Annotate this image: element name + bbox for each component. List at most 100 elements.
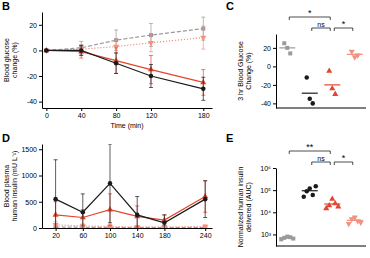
error-bar-cap — [114, 40, 118, 41]
y-tick-label: -20 — [261, 82, 271, 89]
y-tick-mark — [273, 103, 276, 104]
error-bar-cap — [79, 58, 83, 59]
significance-label: ** — [306, 142, 314, 152]
significance-label: * — [342, 153, 346, 163]
error-bar — [54, 160, 58, 228]
error-bar-cap — [203, 180, 207, 181]
series-line — [56, 183, 206, 222]
y-tick: 1000 — [21, 172, 42, 179]
error-bar-cap — [114, 47, 118, 48]
plot-area — [279, 184, 364, 241]
mean-line — [279, 237, 295, 238]
error-bar-cap — [114, 73, 118, 74]
mean-line — [347, 54, 363, 55]
y-tick-label: -40 — [27, 98, 37, 105]
series-line — [46, 38, 203, 51]
marker — [162, 220, 167, 225]
mean-line — [302, 93, 318, 94]
marker — [307, 96, 312, 101]
marker — [81, 210, 86, 215]
x-tick-label: 0 — [45, 112, 49, 119]
error-bar-cap — [114, 52, 118, 53]
y-axis: -40-20020 — [261, 35, 277, 109]
marker — [358, 221, 364, 226]
y-tick-label: -20 — [27, 73, 37, 80]
y-tick: -20 — [261, 82, 276, 89]
y-tick-mark — [273, 168, 276, 169]
panel-letter: C — [226, 0, 234, 12]
x-tick: 20 — [52, 228, 60, 239]
y-axis-line — [42, 13, 43, 109]
error-bar-cap — [162, 214, 166, 215]
error-bar-cap — [81, 193, 85, 194]
error-bar-cap — [201, 77, 205, 78]
marker — [200, 36, 206, 41]
series — [44, 45, 205, 100]
y-tick: 20 — [263, 45, 276, 52]
marker — [203, 197, 208, 202]
x-tick-label: 40 — [78, 112, 86, 119]
x-axis: 2060100140180240 — [43, 228, 213, 239]
y-axis: 10³10⁴10⁵10⁶ — [260, 165, 276, 247]
panel: 04080120180-40-20020Blood glucosechange … — [2, 0, 213, 130]
series-line — [56, 197, 206, 221]
y-tick-label: 1500 — [21, 146, 37, 153]
error-bar-cap — [114, 73, 118, 74]
y-axis: 050010001500 — [21, 145, 42, 232]
error-bar-cap — [79, 45, 83, 46]
y-tick: 500 — [25, 198, 42, 205]
y-tick-mark — [39, 228, 42, 229]
mean-line — [302, 190, 318, 191]
marker — [114, 61, 119, 66]
x-tick-mark — [151, 108, 152, 111]
marker — [201, 87, 206, 92]
marker — [53, 197, 58, 202]
significance-label: ns — [317, 155, 325, 162]
y-tick-label: 10⁶ — [260, 165, 271, 172]
x-tick: 180 — [159, 228, 171, 239]
y-tick-label: 500 — [25, 198, 37, 205]
error-bar — [79, 45, 83, 55]
y-axis-title: Blood plasma — [3, 165, 11, 208]
y-axis-title: Blood glucose — [3, 38, 11, 82]
y-tick: 20 — [29, 22, 42, 29]
error-bar-cap — [114, 52, 118, 53]
x-axis-line — [43, 108, 213, 109]
error-bar — [201, 77, 205, 100]
x-axis: 04080120180 — [43, 108, 213, 119]
y-tick-mark — [273, 85, 276, 86]
y-tick-mark — [273, 234, 276, 235]
y-axis-title: human insulin (mU L⁻¹) — [11, 151, 19, 222]
error-bar-cap — [203, 217, 207, 218]
y-axis-title: Change (%) — [245, 52, 253, 89]
x-tick-mark — [56, 228, 57, 231]
x-tick-mark — [83, 228, 84, 231]
x-tick-mark — [137, 228, 138, 231]
series — [54, 225, 208, 228]
x-tick: 180 — [198, 108, 210, 119]
plot-area — [43, 17, 206, 100]
group — [323, 195, 341, 210]
y-axis-line — [42, 145, 43, 229]
series — [44, 17, 205, 54]
error-bar-cap — [149, 51, 153, 52]
marker — [326, 202, 332, 207]
error-bar — [108, 144, 112, 223]
y-tick: -40 — [27, 98, 42, 105]
x-tick-mark — [164, 228, 165, 231]
y-tick: 10³ — [261, 231, 276, 238]
error-bar-cap — [114, 29, 118, 30]
y-axis-title: 3 hr Blood Glucose — [237, 41, 244, 101]
error-bar-cap — [201, 100, 205, 101]
error-bar-cap — [149, 33, 153, 34]
series-line — [56, 225, 206, 227]
marker — [301, 195, 306, 200]
error-bar-line — [116, 48, 117, 74]
error-bar — [135, 197, 139, 229]
marker — [329, 85, 335, 90]
y-axis-line — [276, 35, 277, 109]
panel: 2060100140180240050010001500Blood plasma… — [2, 132, 213, 239]
x-tick-label: 120 — [146, 112, 158, 119]
x-tick-mark — [203, 108, 204, 111]
error-bar-cap — [149, 64, 153, 65]
